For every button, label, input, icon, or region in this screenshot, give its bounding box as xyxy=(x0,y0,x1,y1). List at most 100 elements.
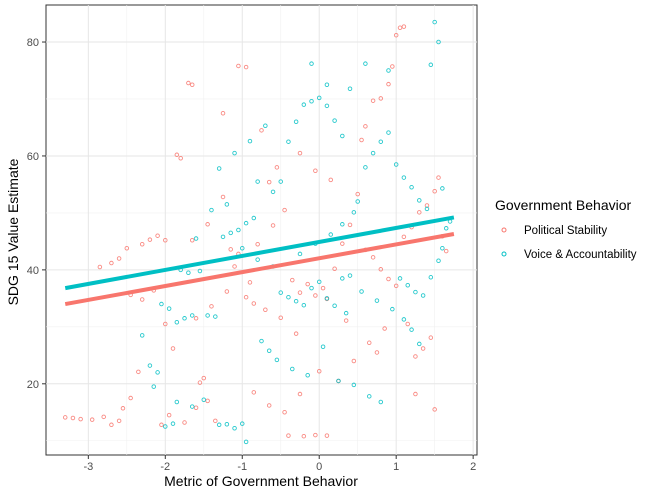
data-point-series-1 xyxy=(413,289,418,295)
data-point-series-1 xyxy=(193,236,199,241)
data-point-series-1 xyxy=(209,207,214,213)
data-point-series-1 xyxy=(359,289,364,294)
data-point-series-0 xyxy=(266,179,272,185)
data-point-series-1 xyxy=(324,82,330,87)
data-point-series-1 xyxy=(155,370,160,375)
data-point-series-0 xyxy=(251,301,257,306)
data-point-series-0 xyxy=(297,150,303,156)
data-point-series-0 xyxy=(101,414,106,420)
legend-item-voice-accountability: Voice & Accountability xyxy=(501,249,637,261)
data-point-series-1 xyxy=(355,199,360,204)
data-point-series-1 xyxy=(351,382,357,388)
data-point-series-1 xyxy=(428,62,434,68)
data-point-series-1 xyxy=(443,226,449,231)
data-point-series-0 xyxy=(420,346,426,351)
data-point-series-1 xyxy=(189,404,195,409)
data-point-series-1 xyxy=(378,139,384,144)
data-point-series-1 xyxy=(324,103,330,109)
data-point-series-1 xyxy=(259,338,264,344)
data-point-series-0 xyxy=(382,326,387,331)
data-point-series-1 xyxy=(393,162,399,167)
data-point-series-1 xyxy=(370,150,376,156)
data-point-series-0 xyxy=(428,335,434,340)
data-point-series-0 xyxy=(297,391,303,397)
data-point-series-1 xyxy=(390,306,395,312)
data-point-series-1 xyxy=(247,138,253,144)
data-point-series-0 xyxy=(178,155,183,161)
data-point-series-1 xyxy=(197,268,203,274)
data-point-series-1 xyxy=(332,303,337,309)
data-point-series-0 xyxy=(243,294,249,300)
data-point-series-0 xyxy=(170,346,176,351)
data-point-series-0 xyxy=(378,96,384,101)
data-point-series-0 xyxy=(197,380,203,385)
data-point-series-0 xyxy=(370,98,376,103)
data-point-series-0 xyxy=(78,416,83,422)
data-point-series-1 xyxy=(340,133,345,139)
data-point-series-0 xyxy=(313,293,318,298)
data-point-series-0 xyxy=(228,247,233,252)
data-point-series-0 xyxy=(432,407,437,412)
data-point-series-1 xyxy=(139,333,145,338)
data-point-series-1 xyxy=(278,179,283,184)
data-point-series-1 xyxy=(293,298,299,304)
data-point-series-0 xyxy=(413,391,418,397)
legend-label-voice-accountability: Voice & Accountability xyxy=(524,249,637,261)
y-axis-title: SDG 15 Value Estimate xyxy=(5,158,21,305)
data-point-series-0 xyxy=(270,223,276,228)
data-point-series-0 xyxy=(443,248,449,254)
data-point-series-1 xyxy=(386,130,391,135)
data-point-series-1 xyxy=(340,276,345,281)
data-point-series-1 xyxy=(436,39,441,45)
data-point-series-0 xyxy=(340,241,345,246)
data-point-series-0 xyxy=(220,110,226,116)
data-point-series-0 xyxy=(174,152,180,158)
data-point-series-1 xyxy=(328,232,334,237)
data-point-series-0 xyxy=(193,316,199,321)
data-point-series-1 xyxy=(220,234,226,240)
data-point-series-0 xyxy=(166,412,172,418)
data-point-series-1 xyxy=(174,320,180,325)
data-point-series-1 xyxy=(409,185,414,190)
data-point-series-1 xyxy=(316,95,322,101)
legend-title: Government Behavior xyxy=(495,197,632,213)
data-point-series-0 xyxy=(201,375,207,381)
data-point-series-1 xyxy=(270,189,276,195)
data-point-series-1 xyxy=(347,86,353,91)
data-point-series-1 xyxy=(251,215,257,221)
data-point-series-0 xyxy=(120,406,126,411)
x-tick-label: 1 xyxy=(393,461,399,473)
data-point-series-1 xyxy=(401,175,407,180)
data-point-series-0 xyxy=(370,255,376,260)
data-point-series-1 xyxy=(316,279,322,285)
data-point-series-1 xyxy=(367,394,372,399)
data-point-series-0 xyxy=(163,321,168,327)
data-point-series-0 xyxy=(278,315,283,320)
y-tick-label: 80 xyxy=(27,37,39,49)
data-point-series-0 xyxy=(290,277,295,283)
data-point-series-0 xyxy=(205,398,210,404)
data-point-series-0 xyxy=(128,395,133,401)
data-point-series-1 xyxy=(309,285,314,291)
data-point-series-1 xyxy=(243,439,249,445)
points-layer xyxy=(62,19,453,445)
data-point-series-1 xyxy=(428,275,434,280)
data-point-series-1 xyxy=(405,283,410,288)
data-point-series-1 xyxy=(417,198,422,203)
y-tick-label: 60 xyxy=(27,151,39,163)
data-point-series-1 xyxy=(236,227,241,233)
data-point-series-0 xyxy=(386,81,391,87)
data-point-series-1 xyxy=(436,258,441,264)
data-point-series-0 xyxy=(109,260,114,266)
data-point-series-1 xyxy=(182,316,187,321)
data-point-series-1 xyxy=(201,397,207,402)
data-point-series-1 xyxy=(374,298,380,303)
data-point-series-0 xyxy=(182,420,187,425)
y-tick-label: 20 xyxy=(27,379,39,391)
data-point-series-1 xyxy=(159,301,164,307)
data-point-series-0 xyxy=(189,82,195,87)
data-point-series-1 xyxy=(301,102,307,107)
legend-key-political-stability xyxy=(501,227,507,233)
data-point-series-0 xyxy=(259,128,264,133)
